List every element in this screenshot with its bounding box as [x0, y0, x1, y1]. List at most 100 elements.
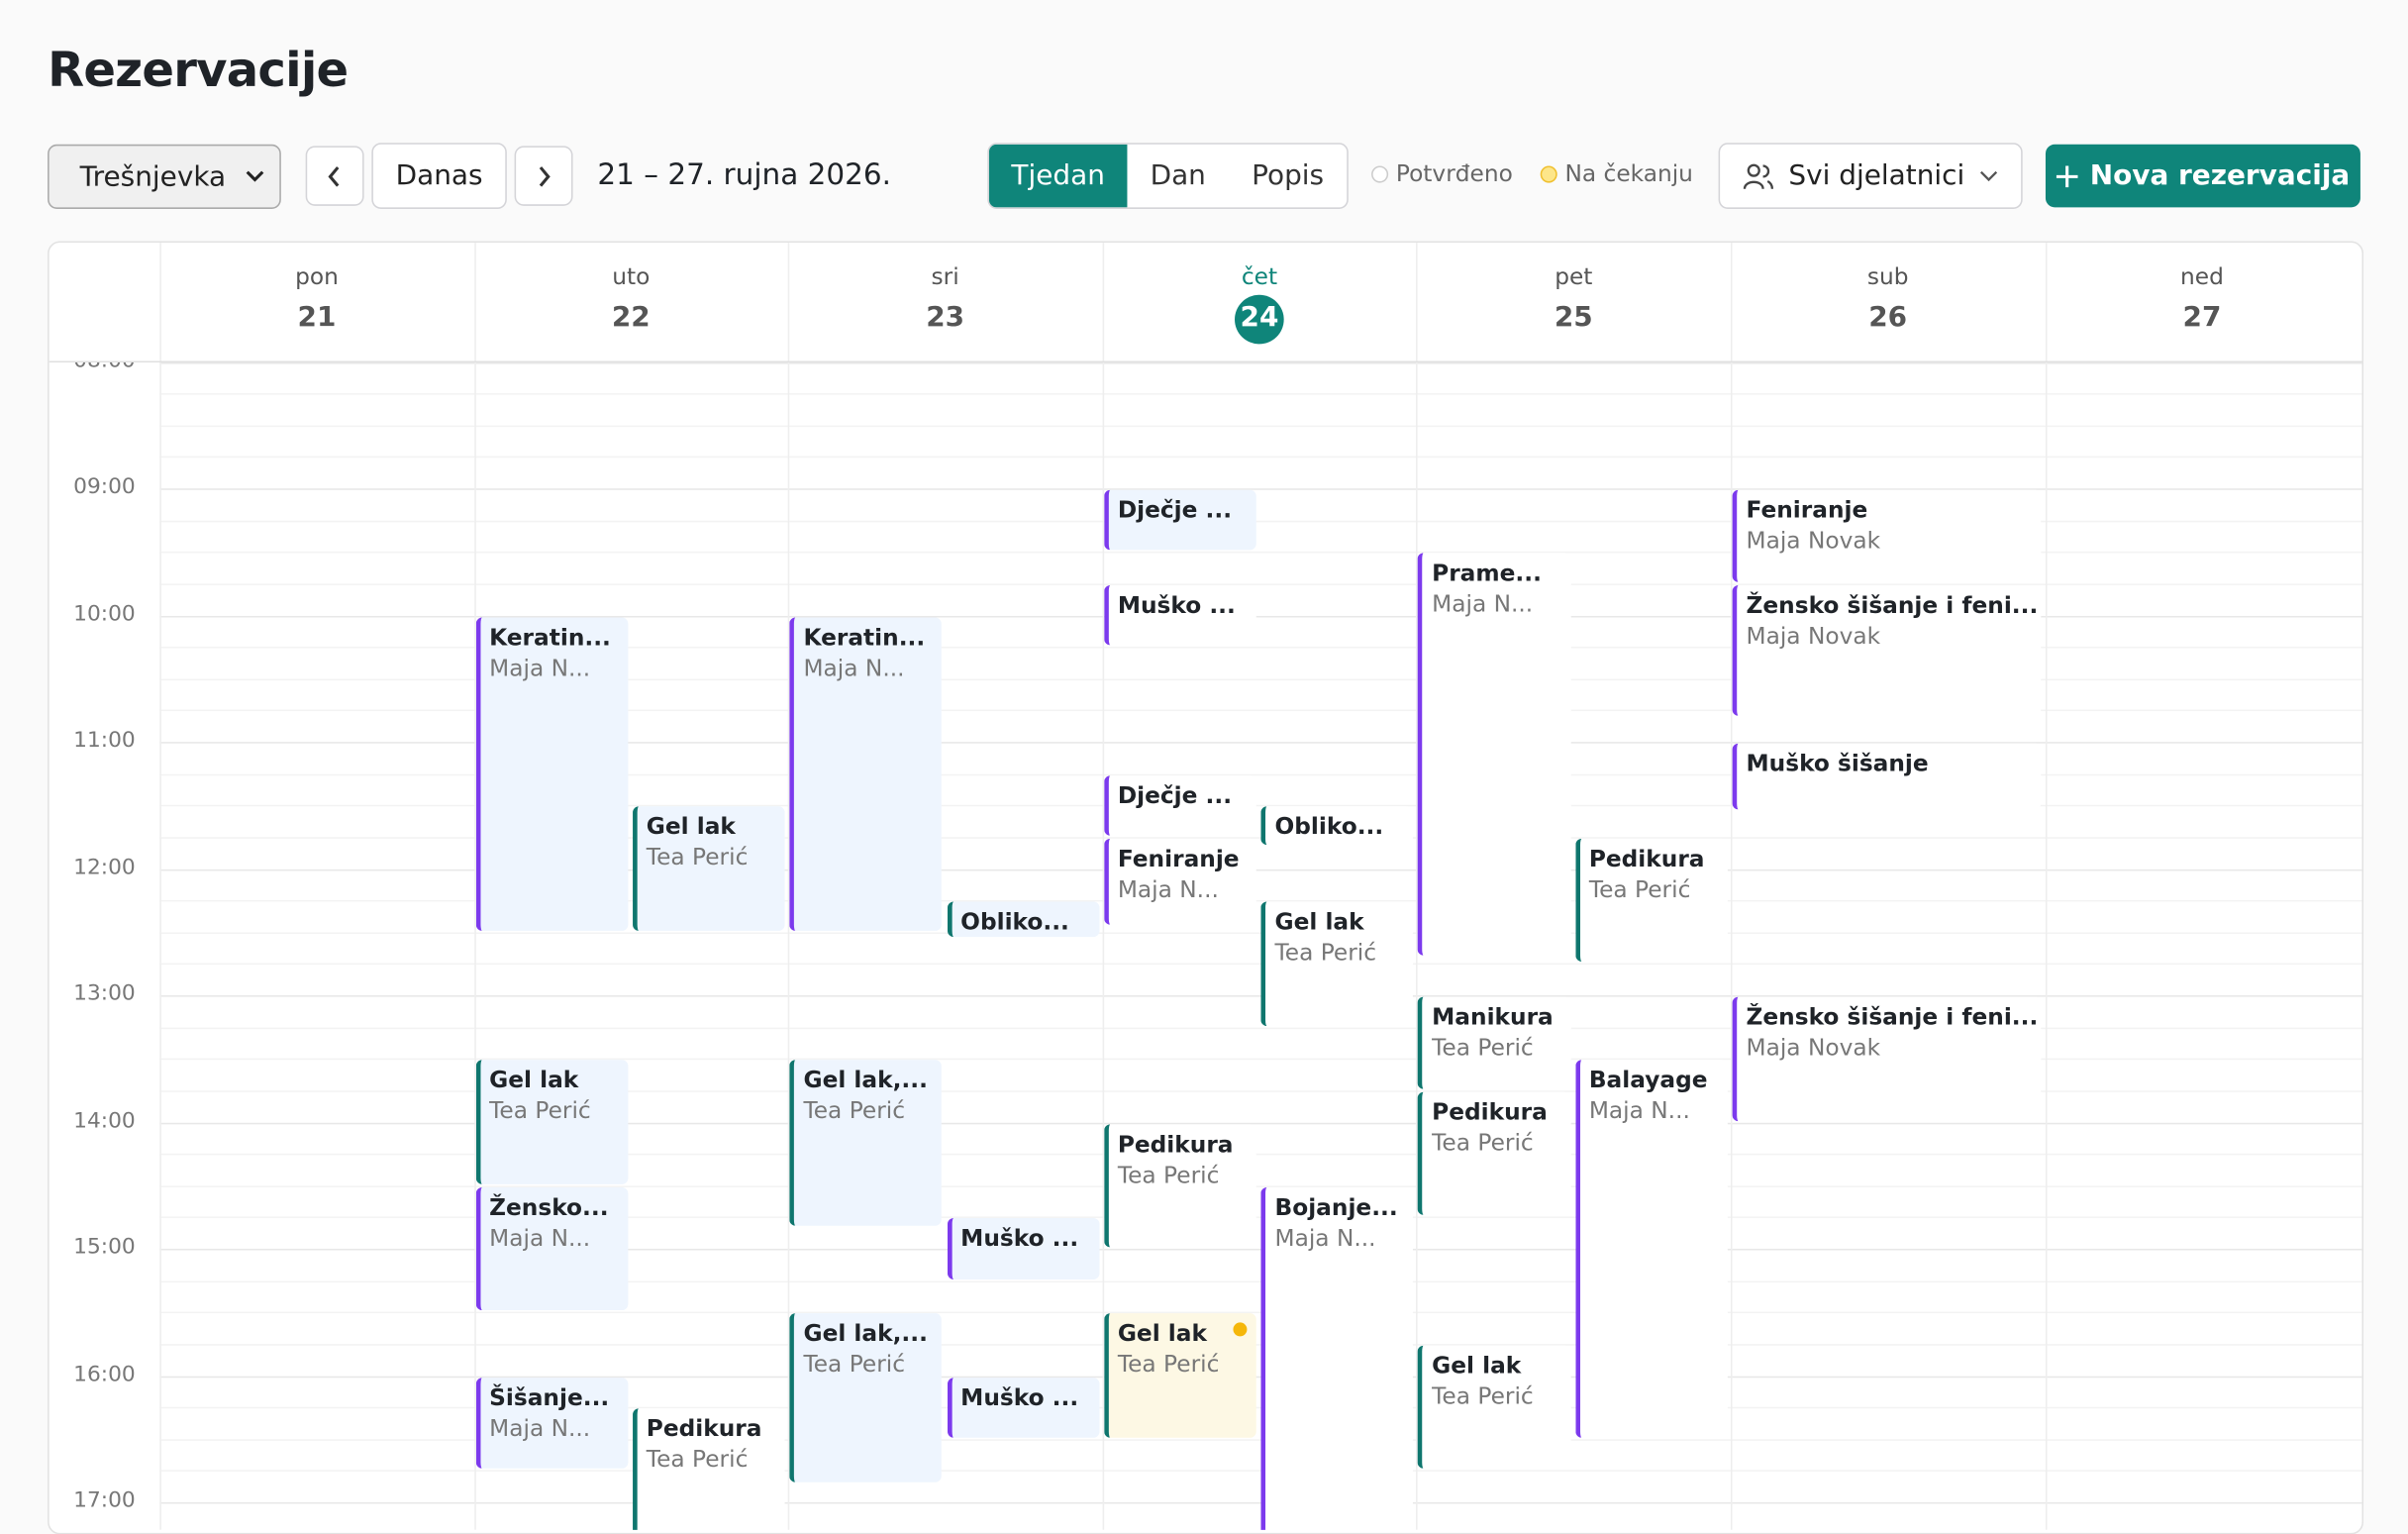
day-number: 26: [1868, 300, 1908, 334]
reservation[interactable]: Žensko... Maja N...: [475, 1186, 629, 1311]
users-icon: [1743, 162, 1773, 189]
reservation-staff: Maja N...: [489, 1413, 591, 1442]
reservation[interactable]: Muško ...: [1103, 584, 1256, 646]
reservation[interactable]: Muško šišanje: [1732, 743, 2041, 810]
reservation-title: Pedikura: [1117, 1129, 1234, 1158]
time-label: 12:00: [73, 855, 136, 879]
calendar-header: pon 21 uto 22 sri 23 čet 24 pet 25 sub 26 ned 27: [49, 243, 2362, 363]
reservation[interactable]: Gel lak Tea Perić: [475, 1060, 629, 1184]
reservation-title: Bojanje...: [1274, 1192, 1398, 1221]
reservation[interactable]: Gel lak Tea Perić: [1418, 1345, 1571, 1470]
reservation-title: Dječje ...: [1117, 495, 1233, 524]
column-divider: [1102, 362, 1104, 1530]
grid-line: [159, 837, 2362, 839]
reservation[interactable]: Obliko...: [1260, 806, 1414, 846]
today-button[interactable]: Danas: [371, 143, 507, 209]
reservation[interactable]: Šišanje... Maja N...: [475, 1377, 629, 1470]
reservation-title: Muško ...: [960, 1382, 1079, 1411]
next-icon: [539, 165, 551, 186]
day-name: čet: [1241, 262, 1278, 291]
day-number: 22: [611, 300, 651, 334]
day-number: 21: [297, 300, 337, 334]
reservation[interactable]: Žensko šišanje i feni... Maja Novak: [1732, 996, 2041, 1121]
time-label: 09:00: [73, 474, 136, 500]
reservation-title: Gel lak,...: [803, 1319, 928, 1348]
view-button[interactable]: Popis: [1252, 159, 1325, 192]
reservation-title: Pedikura: [1588, 844, 1705, 872]
time-label: 14:00: [73, 1108, 136, 1133]
column-divider: [1102, 243, 1104, 361]
reservation[interactable]: Pedikura Tea Perić: [1418, 1091, 1571, 1216]
grid-line: [159, 1438, 2362, 1441]
next-week[interactable]: [514, 146, 573, 206]
reservation-title: Prame...: [1432, 559, 1542, 587]
reservation-title: Obliko...: [1274, 812, 1384, 841]
column-divider: [159, 362, 161, 1530]
grid-line: [159, 1279, 2362, 1282]
reservation[interactable]: Prame... Maja N...: [1418, 553, 1571, 957]
legend-pending: Na čekanju: [1540, 159, 1693, 187]
reservation[interactable]: Gel lak,... Tea Perić: [789, 1313, 943, 1483]
reservation-staff: Maja Novak: [1746, 621, 1881, 650]
reservation[interactable]: Dječje ...: [1103, 489, 1256, 551]
new-reservation[interactable]: Nova rezervacija: [2045, 144, 2360, 208]
grid-line: [159, 1216, 2362, 1219]
column-divider: [473, 362, 476, 1530]
staff-filter[interactable]: Svi djelatnici: [1718, 143, 2023, 209]
reservation-staff: Tea Perić: [646, 1445, 749, 1474]
grid-line: [159, 1027, 2362, 1029]
reservation-title: Gel lak: [646, 812, 736, 841]
reservation-title: Balayage: [1588, 1066, 1708, 1094]
page-title: Rezervacije: [48, 43, 349, 99]
location-select[interactable]: Trešnjevka: [48, 144, 281, 209]
reservation-title: Žensko šišanje i feni...: [1746, 1002, 2039, 1031]
reservation-title: Gel lak: [1117, 1319, 1207, 1348]
column-divider: [1730, 362, 1733, 1530]
day-number: 23: [926, 300, 965, 334]
reservation[interactable]: Pedikura Tea Perić: [1103, 1123, 1256, 1248]
reservation-staff: Tea Perić: [1432, 1033, 1534, 1062]
grid-line: [159, 1343, 2362, 1346]
reservation-staff: Tea Perić: [803, 1096, 906, 1125]
prev-week[interactable]: [305, 146, 364, 206]
pending-dot: [1233, 1322, 1248, 1337]
grid-line: [159, 1184, 2362, 1187]
reservation-title: Gel lak,...: [803, 1066, 928, 1094]
reservation-staff: Maja N...: [1588, 1096, 1690, 1125]
grid-line: [159, 964, 2362, 966]
reservation[interactable]: Muško ...: [947, 1377, 1100, 1438]
reservation-staff: Maja N...: [1117, 874, 1219, 903]
view-switch: Tjedan Dan Popis: [987, 143, 1349, 209]
view-button[interactable]: Dan: [1150, 159, 1206, 192]
reservation[interactable]: Feniranje Maja N...: [1103, 838, 1256, 925]
reservation[interactable]: Bojanje... Maja N...: [1260, 1186, 1414, 1530]
grid-line: [159, 773, 2362, 775]
view-button[interactable]: Tjedan: [988, 144, 1128, 208]
grid-line: [159, 520, 2362, 522]
reservation-title: Feniranje: [1117, 844, 1240, 872]
reservation[interactable]: Gel lak Tea Perić: [1260, 901, 1414, 1026]
reservation[interactable]: Manikura Tea Perić: [1418, 996, 1571, 1089]
grid-line: [159, 615, 2362, 617]
reservation-staff: Tea Perić: [1432, 1381, 1534, 1410]
day-name: sub: [1866, 262, 1909, 291]
reservation[interactable]: Gel lak,... Tea Perić: [789, 1060, 943, 1226]
reservation-title: Obliko...: [960, 907, 1069, 936]
reservation[interactable]: Feniranje Maja Novak: [1732, 489, 2041, 582]
reservation[interactable]: Muško ...: [947, 1218, 1100, 1279]
reservation[interactable]: Keratin... Maja N...: [789, 616, 943, 931]
reservation[interactable]: Pedikura Tea Perić: [632, 1408, 785, 1530]
reservation[interactable]: Obliko...: [947, 901, 1100, 937]
reservation[interactable]: Dječje ...: [1103, 774, 1256, 836]
reservation[interactable]: Žensko šišanje i feni... Maja Novak: [1732, 584, 2041, 715]
grid-line: [159, 678, 2362, 680]
reservation[interactable]: Pedikura Tea Perić: [1574, 838, 1728, 963]
reservation[interactable]: Balayage Maja N...: [1574, 1060, 1728, 1438]
reservation-title: Feniranje: [1746, 495, 1868, 524]
reservation-staff: Tea Perić: [646, 843, 749, 871]
reservation[interactable]: Keratin... Maja N...: [475, 616, 629, 931]
reservation[interactable]: Gel lak Tea Perić: [632, 806, 785, 931]
reservation[interactable]: Gel lak Tea Perić: [1103, 1313, 1256, 1438]
